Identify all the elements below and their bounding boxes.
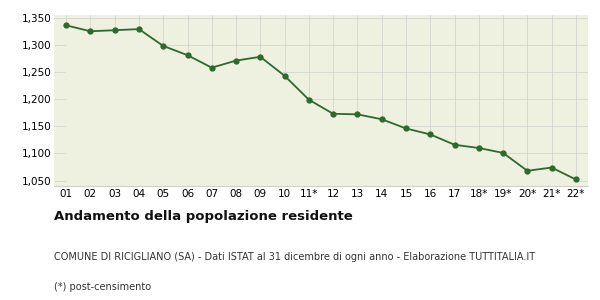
Text: (*) post-censimento: (*) post-censimento: [54, 282, 151, 292]
Text: COMUNE DI RICIGLIANO (SA) - Dati ISTAT al 31 dicembre di ogni anno - Elaborazion: COMUNE DI RICIGLIANO (SA) - Dati ISTAT a…: [54, 252, 535, 262]
Text: Andamento della popolazione residente: Andamento della popolazione residente: [54, 210, 353, 223]
